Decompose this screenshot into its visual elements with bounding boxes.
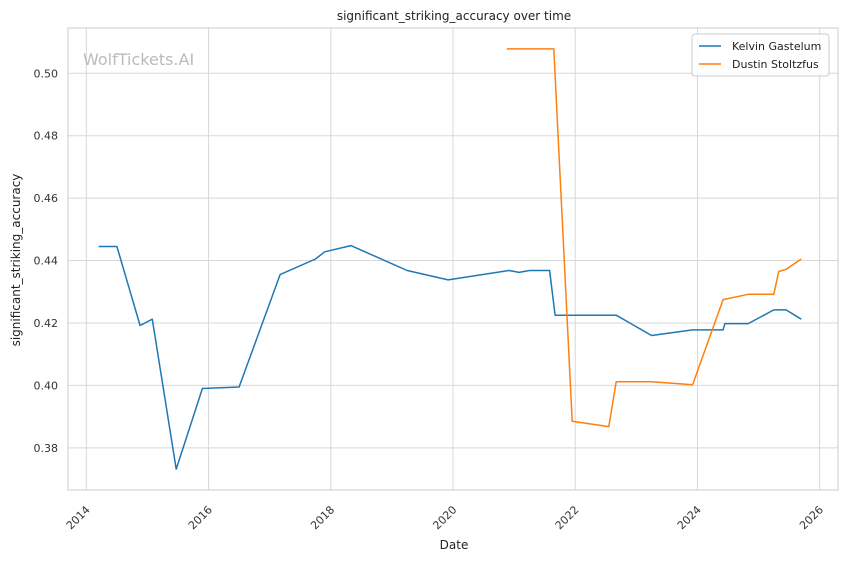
legend-box: [691, 33, 830, 77]
series-lines: [98, 48, 802, 470]
chart-title: significant_striking_accuracy over time: [337, 9, 571, 23]
y-tick-label: 0.38: [34, 442, 59, 455]
y-tick-label: 0.40: [34, 379, 59, 392]
y-tick-label: 0.48: [34, 130, 59, 143]
y-tick-label: 0.44: [34, 255, 59, 268]
series-line-0: [98, 244, 802, 470]
y-axis-label: significant_striking_accuracy: [9, 174, 23, 347]
legend-label: Kelvin Gastelum: [732, 40, 821, 53]
series-line-1: [506, 48, 802, 428]
legend-label: Dustin Stoltzfus: [732, 58, 819, 71]
watermark-text: WolfTickets.AI: [83, 50, 194, 69]
y-axis-ticks: 0.38 0.40 0.42 0.44 0.46 0.48 0.50: [34, 67, 59, 455]
plot-area-frame: [67, 27, 839, 491]
y-tick-label: 0.50: [34, 67, 59, 80]
x-axis-label: Date: [440, 538, 469, 552]
legend: Kelvin Gastelum Dustin Stoltzfus: [691, 33, 830, 77]
y-tick-label: 0.42: [34, 317, 59, 330]
y-tick-label: 0.46: [34, 192, 59, 205]
